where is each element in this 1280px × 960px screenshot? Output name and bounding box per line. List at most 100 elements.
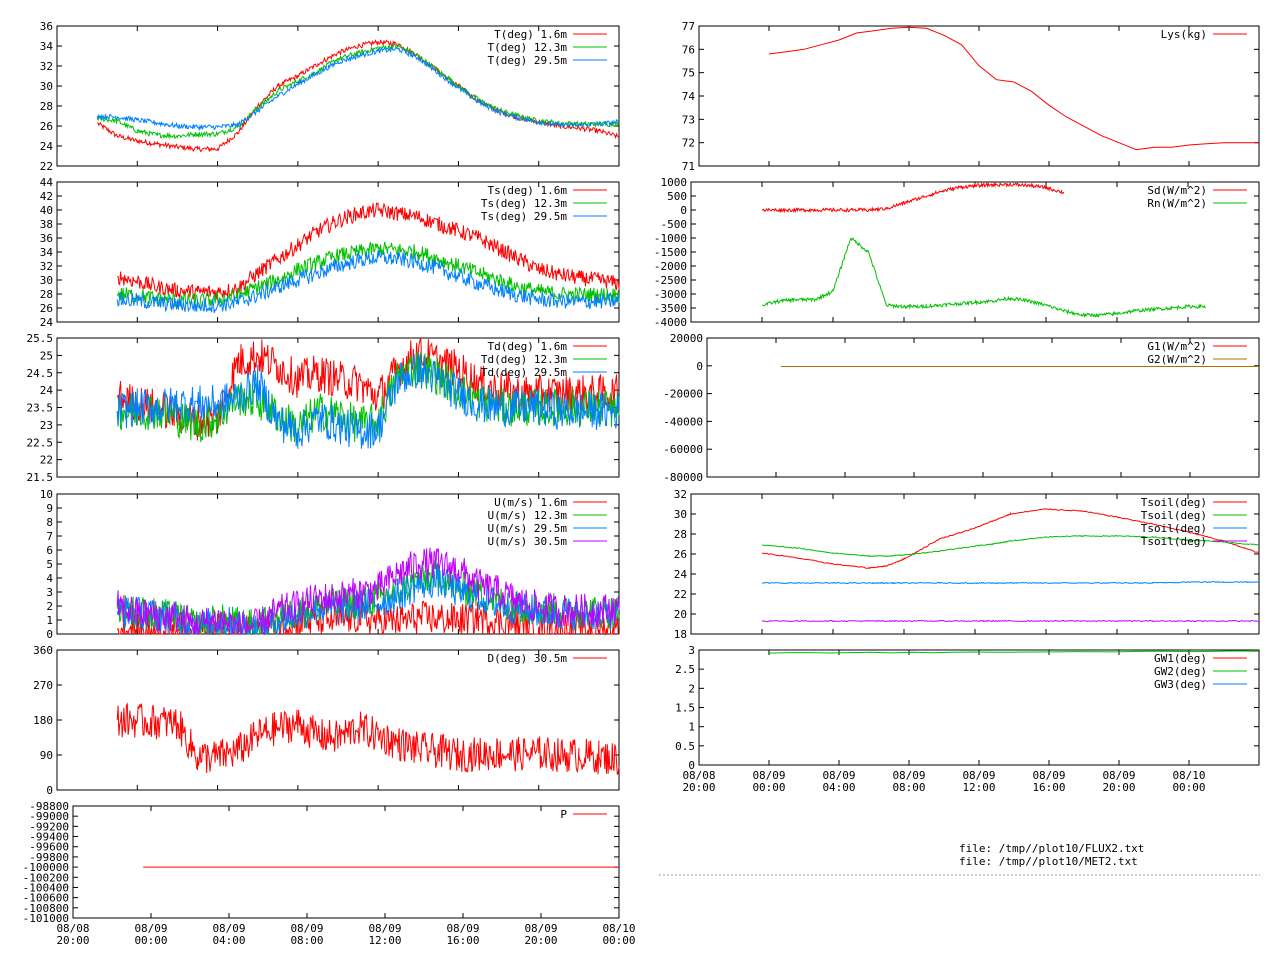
x-tick-label: 08/08 [56,922,89,935]
y-tick-label: 28 [674,528,687,541]
series-line [761,619,1259,623]
series-line [96,43,620,140]
y-tick-label: 360 [33,644,53,657]
x-tick-label: 08/09 [368,922,401,935]
chart-tsoil: 1820222426283032Tsoil(deg)Tsoil(deg)Tsoi… [674,488,1260,641]
y-tick-label: 71 [682,160,695,173]
legend-entry: Tsoil(deg) [1141,522,1207,535]
y-tick-label: -4000 [654,316,687,329]
y-tick-label: 8 [46,516,53,529]
y-tick-label: 24 [674,568,688,581]
legend-entry: Sd(W/m^2) [1147,184,1207,197]
legend-entry: U(m/s) 1.6m [494,496,567,509]
y-tick-label: 40 [40,204,53,217]
y-tick-label: 0.5 [675,740,695,753]
legend-entry: Td(deg) 29.5m [481,366,567,379]
y-tick-label: 0 [46,628,53,641]
y-tick-label: 24 [40,140,54,153]
y-tick-label: 26 [674,548,687,561]
x-tick-label: 08/09 [1102,769,1135,782]
x-tick-label: 04:00 [212,934,245,947]
y-tick-label: -2000 [654,260,687,273]
legend-entry: T(deg) 29.5m [488,54,568,67]
y-tick-label: 3 [46,586,53,599]
y-tick-label: 74 [682,90,696,103]
y-tick-label: 32 [40,260,53,273]
legend-entry: Tsoil(deg) [1141,496,1207,509]
x-tick-label: 08/09 [446,922,479,935]
x-tick-label: 08/09 [752,769,785,782]
x-tick-label: 00:00 [752,781,785,794]
legend-entry: D(deg) 30.5m [488,652,568,665]
x-tick-label: 16:00 [1032,781,1065,794]
y-tick-label: 270 [33,679,53,692]
y-tick-label: 0 [680,204,687,217]
x-tick-label: 00:00 [134,934,167,947]
y-tick-label: 3 [688,644,695,657]
y-tick-label: -2500 [654,274,687,287]
chart-rad: -4000-3500-3000-2500-2000-1500-1000-5000… [654,176,1260,329]
x-tick-label: 08/09 [212,922,245,935]
x-tick-label: 20:00 [56,934,89,947]
y-tick-label: -99800 [29,851,69,864]
legend-entry: Ts(deg) 1.6m [488,184,568,197]
legend-entry: G1(W/m^2) [1147,340,1207,353]
file-label-met: file: /tmp//plot10/MET2.txt [959,855,1138,868]
series-line [768,650,1260,654]
x-tick-label: 04:00 [822,781,855,794]
x-tick-label: 08/09 [290,922,323,935]
legend-entry: Td(deg) 1.6m [488,340,568,353]
y-tick-label: 1 [46,614,53,627]
chart-p: -101000-100800-100600-100400-100200-1000… [23,800,636,947]
series-line [96,39,620,153]
series-line [117,202,620,300]
series-line [761,581,1260,585]
y-tick-label: 23.5 [27,402,54,415]
x-tick-label: 08/10 [1172,769,1205,782]
chart-td: 21.5 22 22.5 23 23.5 24 24.5 25 25.5 Td(deg) 1.6m… [27,332,620,484]
y-tick-label: 18 [674,628,687,641]
x-tick-label: 08/09 [892,769,925,782]
y-tick-label: 90 [40,749,53,762]
y-tick-label: -40000 [663,415,703,428]
y-tick-label: 32 [40,60,53,73]
series-line [761,237,1206,318]
y-tick-label: 72 [682,137,695,150]
file-label-flux: file: /tmp//plot10/FLUX2.txt [959,842,1144,855]
y-tick-label: 73 [682,113,695,126]
series-line [761,181,1065,214]
x-tick-label: 08:00 [290,934,323,947]
y-tick-label: 42 [40,190,53,203]
y-tick-label: 4 [46,572,53,585]
chart-g: -80000 -60000 -40000 -20000 0 20000 G1(W/m^2)G… [663,332,1260,484]
y-tick-label: 1.5 [675,702,695,715]
y-tick-label: 26 [40,302,53,315]
y-tick-label: -500 [661,218,688,231]
y-tick-label: -99200 [29,820,69,833]
x-tick-label: 08/09 [962,769,995,782]
plot-frame [698,25,1260,167]
legend-entry: G2(W/m^2) [1147,353,1207,366]
series-line [116,241,620,309]
legend-entry: T(deg) 1.6m [494,28,567,41]
y-tick-label: -1000 [654,232,687,245]
legend-entry: U(m/s) 29.5m [488,522,568,535]
y-tick-label: 22 [40,454,53,467]
legend-entry: Ts(deg) 29.5m [481,210,567,223]
x-tick-label: 08/09 [1032,769,1065,782]
y-tick-label: 76 [682,43,695,56]
y-tick-label: 22 [674,588,687,601]
chart-d: 0 90 180 270 360 D(deg) 30.5m [33,644,620,797]
chart-t: 22 24 26 28 30 32 34 36 T(deg) 1.6mT(deg) 12.3mT… [40,20,620,173]
y-tick-label: 2 [688,682,695,695]
y-tick-label: 26 [40,120,53,133]
legend-entry: GW1(deg) [1154,652,1207,665]
y-tick-label: -1500 [654,246,687,259]
legend-entry: Lys(kg) [1161,28,1207,41]
y-tick-label: -100000 [23,861,69,874]
y-tick-label: 25.5 [27,332,54,345]
y-tick-label: 30 [674,508,687,521]
y-tick-label: 21.5 [27,471,54,484]
